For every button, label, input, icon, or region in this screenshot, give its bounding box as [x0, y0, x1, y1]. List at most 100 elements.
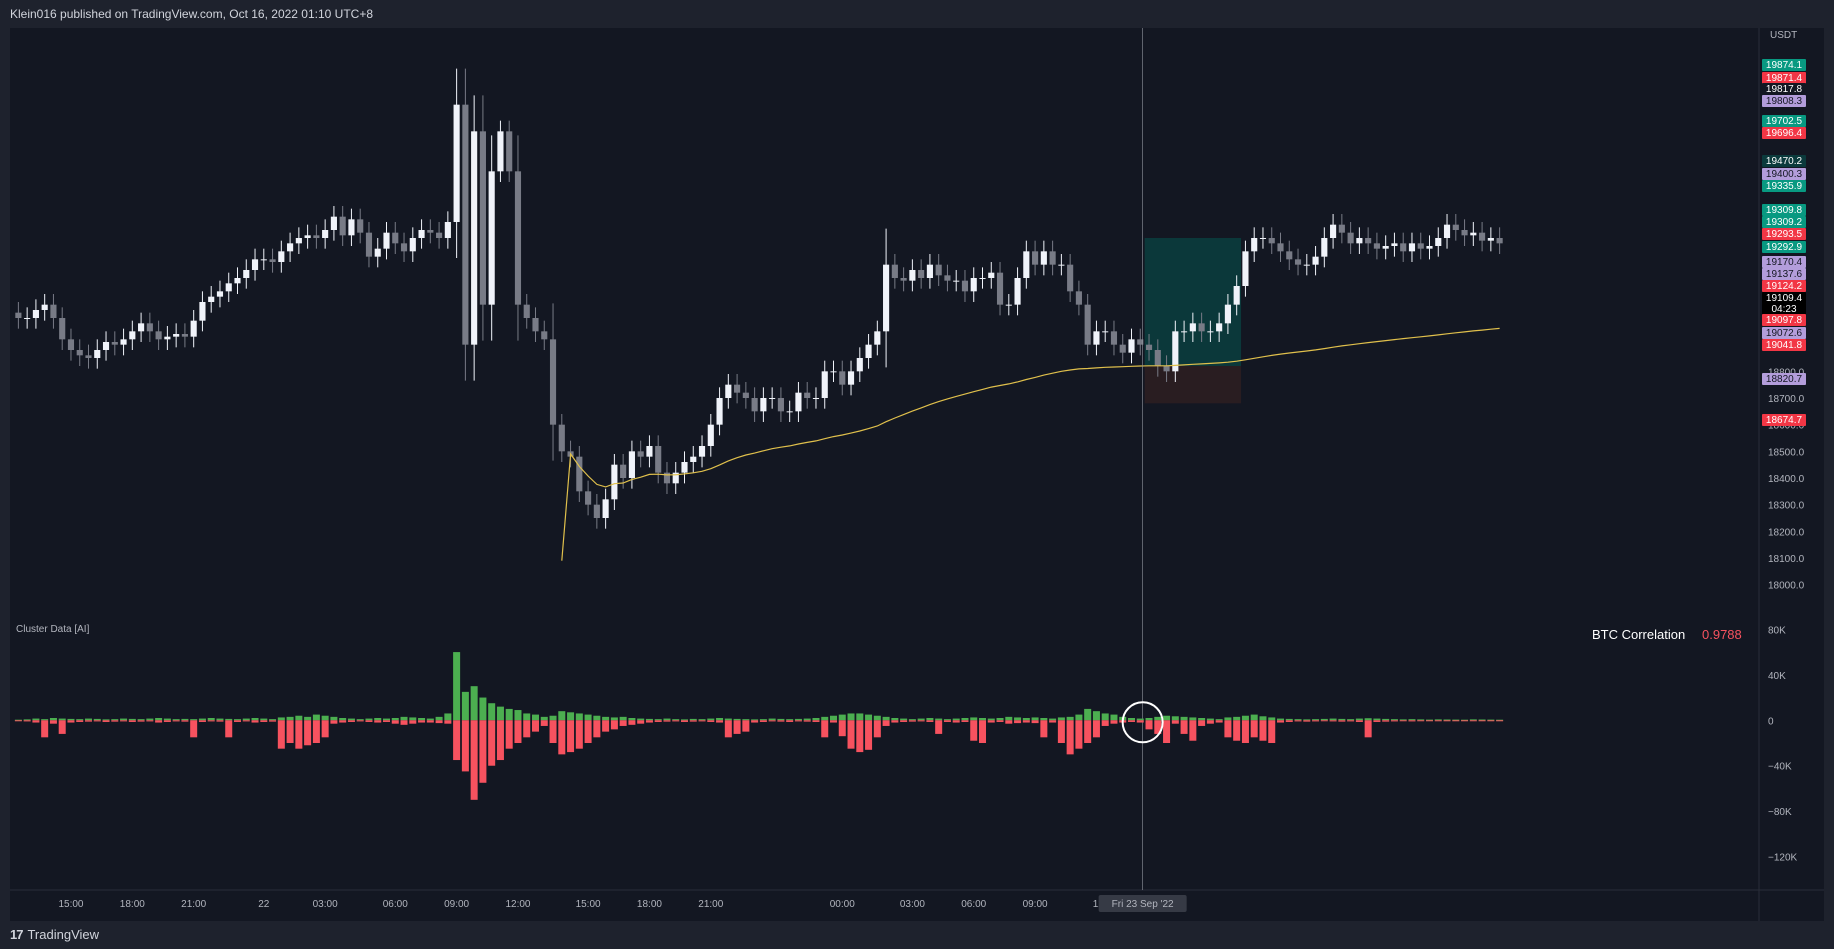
candle-body	[1417, 243, 1424, 249]
cluster-bar-negative	[1224, 720, 1232, 738]
price-badge-text: 19702.5	[1766, 116, 1803, 127]
price-badge-text: 19400.3	[1766, 169, 1803, 180]
cluster-bar-negative	[444, 720, 452, 724]
cluster-bar-positive	[1206, 718, 1214, 721]
cluster-bar-positive	[680, 719, 689, 721]
cluster-bar-negative	[347, 720, 355, 722]
candle-body	[847, 371, 855, 385]
cluster-bar-negative	[190, 720, 198, 738]
cluster-bar-negative	[742, 720, 750, 732]
chart-area[interactable]: Cluster Data [AI] BTC Correlation 0.9788 U…	[10, 28, 1824, 921]
price-tick-label: 18600.0	[1768, 421, 1805, 432]
candle-body	[1049, 251, 1056, 265]
cluster-bar-negative	[1057, 720, 1065, 743]
candle-body	[164, 336, 171, 340]
candle-body	[725, 384, 732, 398]
cluster-bar-positive	[1382, 718, 1390, 721]
candle-body	[953, 280, 960, 282]
cluster-bar-positive	[1496, 719, 1504, 721]
cluster-bar-negative	[1066, 720, 1074, 755]
cluster-bar-negative	[724, 720, 732, 738]
candle-body	[672, 472, 679, 484]
cluster-bar-negative	[794, 720, 802, 722]
cluster-bar-negative	[602, 720, 610, 732]
cluster-bar-positive	[470, 686, 478, 721]
cluster-bar-negative	[540, 720, 548, 726]
candle-body	[400, 243, 408, 252]
cluster-bar-positive	[269, 719, 277, 721]
candle-body	[506, 131, 513, 172]
cluster-bar-positive	[575, 713, 583, 721]
price-badge	[1762, 168, 1806, 180]
time-tick-label: 06:00	[961, 899, 986, 910]
cluster-bar-positive	[1425, 719, 1434, 721]
cluster-bar-positive	[777, 718, 785, 721]
candle-body	[374, 248, 381, 257]
candle-body	[1382, 246, 1389, 249]
cluster-bar-negative	[1382, 720, 1390, 722]
cluster-bar-positive	[628, 718, 636, 721]
candle-body	[777, 398, 784, 412]
candle-body	[409, 238, 416, 252]
cluster-bar-negative	[321, 720, 329, 738]
cluster-bar-positive	[216, 718, 224, 721]
candle-body	[1435, 238, 1442, 246]
cluster-bar-negative	[120, 720, 128, 722]
cluster-bar-positive	[768, 718, 776, 721]
cluster-bar-negative	[295, 720, 303, 749]
price-axis[interactable]: USDT18900.018800.018700.018600.018500.01…	[1762, 30, 1806, 864]
cluster-bar-negative	[777, 720, 785, 722]
cluster-bar-negative	[67, 720, 75, 723]
cluster-bar-negative	[102, 720, 110, 722]
candle-body	[208, 296, 215, 302]
cluster-bar-positive	[488, 703, 496, 721]
candle-body	[32, 310, 39, 318]
price-badge-text: 18820.7	[1766, 374, 1803, 385]
candle-body	[1268, 238, 1275, 244]
time-tick-label: 15:00	[576, 899, 601, 910]
cluster-bar-positive	[155, 718, 163, 721]
cluster-bar-positive	[794, 718, 802, 721]
cluster-bar-positive	[1224, 717, 1232, 721]
cluster-bar-positive	[1110, 714, 1118, 721]
time-tick-label: 18:00	[120, 899, 145, 910]
cluster-bar-negative	[242, 720, 250, 722]
candle-body	[1102, 331, 1109, 333]
cluster-bar-positive	[400, 716, 408, 721]
cluster-bar-positive	[120, 718, 128, 721]
candle-body	[1321, 238, 1328, 257]
price-badge-text: 19072.6	[1766, 328, 1803, 339]
candle-body	[269, 259, 276, 262]
cluster-bar-positive	[996, 718, 1004, 721]
tradingview-logo[interactable]: 17 TradingView	[10, 927, 99, 942]
candle-body	[1408, 243, 1416, 252]
price-tick-label: 18200.0	[1768, 527, 1805, 538]
cluster-bar-positive	[181, 718, 189, 721]
cluster-bar-positive	[1347, 719, 1355, 721]
time-tick-label: 03:00	[313, 899, 338, 910]
vwap-layer	[561, 327, 1500, 561]
candle-body	[1067, 264, 1074, 292]
candle-body	[1137, 339, 1144, 345]
candle-body	[1040, 251, 1047, 265]
candle-body	[1365, 238, 1372, 244]
candle-body	[59, 318, 66, 340]
cluster-bar-positive	[1101, 713, 1109, 721]
cluster-bar-positive	[1390, 719, 1398, 721]
cluster-bar-positive	[908, 719, 916, 721]
cluster-bar-positive	[514, 710, 522, 721]
cluster-bar-positive	[339, 718, 347, 721]
time-axis[interactable]: 15:00 18:00 21:00 22 03:00 06:00 09:00 12:00 15:…	[58, 895, 1187, 912]
cluster-bar-negative	[93, 720, 101, 722]
candle-body	[216, 291, 224, 297]
cluster-bar-negative	[891, 720, 899, 723]
cluster-bar-positive	[67, 718, 75, 721]
cluster-bar-positive	[698, 719, 706, 721]
cluster-bar-positive	[32, 718, 40, 721]
cluster-bar-negative	[1241, 720, 1249, 743]
cluster-bar-positive	[637, 718, 645, 721]
cluster-bar-negative	[330, 720, 338, 724]
cluster-bar-negative	[181, 720, 189, 722]
cluster-bar-negative	[269, 720, 277, 722]
cluster-bar-negative	[1347, 720, 1355, 722]
